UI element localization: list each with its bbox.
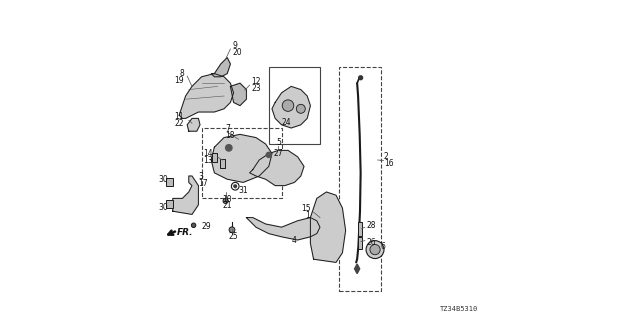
Polygon shape [355, 264, 360, 274]
Text: 18: 18 [226, 131, 235, 140]
Text: 22: 22 [175, 119, 184, 128]
Polygon shape [211, 58, 230, 77]
Circle shape [266, 152, 271, 157]
Polygon shape [230, 83, 246, 106]
Text: 28: 28 [366, 221, 376, 230]
Bar [358, 237, 362, 249]
Text: 9: 9 [232, 41, 237, 50]
Circle shape [226, 145, 232, 151]
Text: 31: 31 [239, 186, 248, 195]
Text: 20: 20 [232, 48, 242, 57]
Text: 15: 15 [301, 204, 310, 213]
Polygon shape [187, 118, 200, 131]
Circle shape [282, 100, 294, 111]
Text: 2: 2 [384, 152, 388, 161]
Polygon shape [173, 176, 198, 214]
Text: 4: 4 [292, 236, 297, 245]
Circle shape [366, 241, 384, 259]
Circle shape [232, 182, 239, 190]
Circle shape [229, 227, 235, 233]
Text: 27: 27 [274, 149, 284, 158]
Bar [339, 67, 381, 291]
Text: 11: 11 [175, 112, 184, 121]
Text: 24: 24 [282, 118, 291, 127]
Text: 8: 8 [179, 69, 184, 78]
Text: 30: 30 [158, 203, 168, 212]
Text: 25: 25 [228, 232, 239, 241]
Circle shape [358, 76, 362, 80]
Text: 1: 1 [306, 211, 310, 220]
Bar [202, 128, 282, 198]
Polygon shape [250, 150, 304, 186]
Text: 16: 16 [384, 159, 394, 168]
Circle shape [223, 198, 228, 204]
Bar [166, 200, 173, 208]
Text: 13: 13 [203, 156, 212, 165]
Polygon shape [272, 86, 310, 128]
Text: 3: 3 [198, 172, 204, 181]
Text: 10: 10 [222, 195, 232, 204]
Polygon shape [179, 74, 234, 118]
Text: 30: 30 [158, 175, 168, 184]
Text: 12: 12 [251, 77, 260, 86]
Polygon shape [310, 192, 346, 262]
Circle shape [191, 223, 196, 228]
Polygon shape [246, 218, 320, 240]
Text: 6: 6 [381, 242, 386, 251]
Bar [220, 159, 225, 168]
Text: TZ34B5310: TZ34B5310 [440, 306, 479, 312]
Text: FR.: FR. [177, 228, 193, 237]
Text: 7: 7 [226, 124, 230, 133]
Text: 17: 17 [198, 179, 208, 188]
Bar [211, 153, 218, 162]
Text: 29: 29 [202, 222, 211, 231]
Text: 14: 14 [203, 149, 212, 158]
Text: 19: 19 [174, 76, 184, 85]
Text: 5: 5 [276, 138, 281, 147]
Circle shape [234, 185, 237, 188]
Text: 23: 23 [251, 84, 261, 93]
Text: 26: 26 [366, 238, 376, 247]
Polygon shape [211, 134, 272, 182]
Bar [358, 222, 362, 236]
Circle shape [370, 244, 380, 255]
Circle shape [296, 104, 305, 113]
Bar [269, 67, 320, 144]
Text: 21: 21 [223, 201, 232, 210]
Bar [166, 178, 173, 186]
